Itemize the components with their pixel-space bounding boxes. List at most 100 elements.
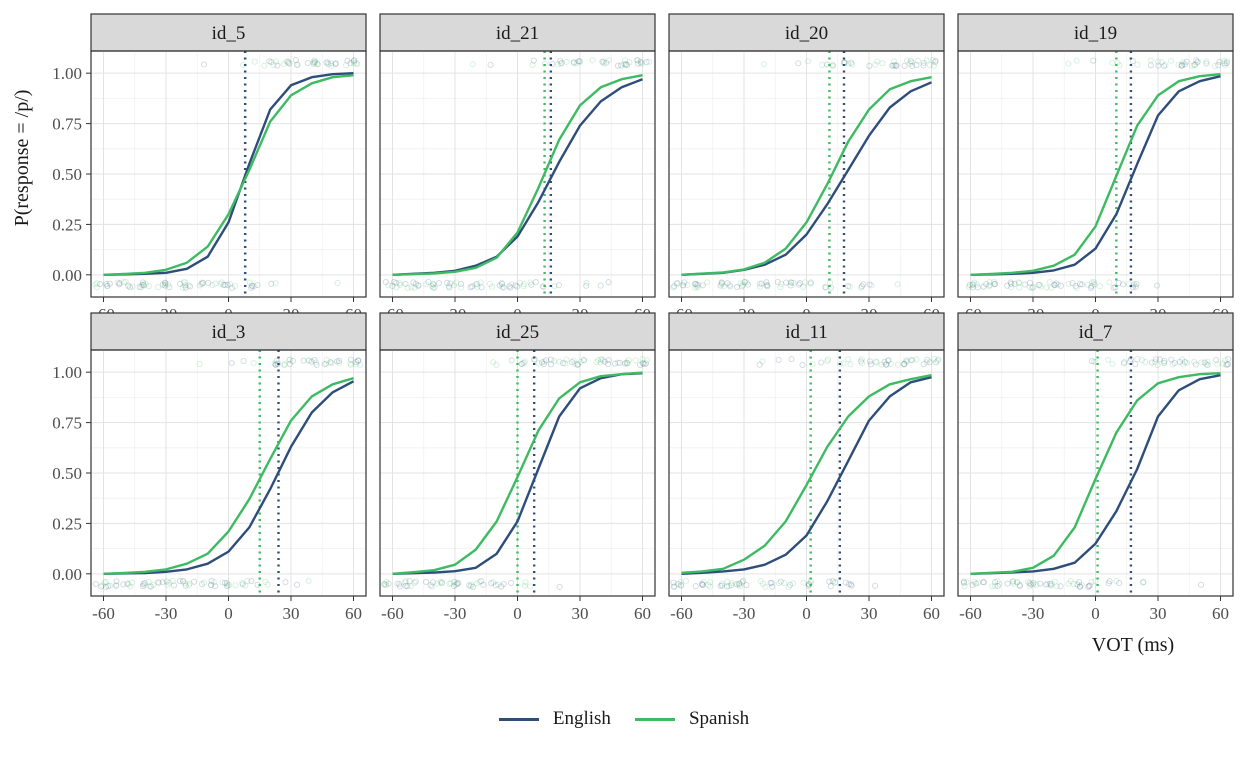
response-point: [824, 358, 831, 365]
response-point: [736, 583, 744, 590]
response-point: [618, 62, 625, 69]
response-point: [887, 360, 894, 367]
response-point: [325, 61, 332, 68]
response-point: [903, 358, 910, 365]
response-point: [435, 280, 443, 287]
response-point: [357, 361, 364, 368]
response-point: [724, 578, 731, 585]
response-point: [201, 61, 208, 68]
response-point: [1067, 577, 1074, 585]
y-tick-label: 1.00: [52, 363, 82, 382]
response-point: [394, 580, 401, 587]
response-point: [467, 284, 474, 291]
response-point: [909, 62, 916, 70]
response-point: [451, 578, 458, 586]
y-tick-label: 0.00: [52, 565, 82, 584]
response-point: [311, 356, 318, 364]
response-point: [1221, 60, 1228, 67]
response-point: [428, 282, 435, 289]
response-point: [1154, 361, 1161, 369]
response-point: [826, 578, 833, 585]
response-point: [603, 59, 610, 66]
response-point: [1105, 580, 1112, 587]
response-point: [354, 61, 361, 68]
response-point: [908, 59, 915, 66]
response-point: [1085, 583, 1092, 590]
response-point: [232, 582, 239, 589]
response-point: [242, 582, 249, 589]
response-point: [699, 581, 706, 588]
response-point: [781, 580, 788, 587]
response-point: [769, 583, 776, 590]
response-point: [445, 282, 452, 289]
response-point: [903, 57, 911, 64]
response-point: [762, 583, 769, 590]
response-point: [390, 278, 397, 286]
response-point: [305, 357, 312, 364]
response-point: [1026, 582, 1033, 589]
response-point: [994, 582, 1001, 590]
response-point: [268, 280, 275, 287]
response-point: [138, 284, 145, 291]
response-point: [1037, 580, 1044, 587]
response-point: [1084, 281, 1091, 288]
x-tick-label: -60: [92, 604, 115, 623]
response-point: [1033, 581, 1040, 588]
response-point: [454, 579, 461, 586]
response-point: [597, 359, 604, 366]
response-point: [527, 583, 534, 590]
response-point: [1225, 356, 1232, 363]
response-point: [744, 281, 752, 288]
response-point: [187, 283, 194, 290]
response-point: [415, 282, 422, 289]
response-point: [107, 582, 114, 589]
response-point: [670, 284, 677, 291]
response-point: [559, 359, 566, 367]
response-point: [179, 284, 187, 291]
response-point: [327, 359, 334, 366]
response-point: [493, 362, 500, 369]
response-point: [490, 359, 497, 366]
facet-strip-label: id_7: [1079, 322, 1113, 343]
response-point: [1074, 581, 1081, 588]
response-point: [114, 279, 121, 286]
x-tick-label: -30: [733, 604, 756, 623]
response-point: [404, 583, 411, 590]
response-point: [1216, 58, 1223, 65]
response-point: [512, 282, 519, 289]
response-point: [848, 582, 855, 589]
response-point: [113, 581, 120, 589]
response-point: [292, 57, 299, 64]
response-point: [881, 358, 888, 365]
response-point: [761, 61, 768, 68]
response-point: [934, 357, 941, 364]
response-point: [638, 60, 645, 67]
response-point: [614, 62, 621, 69]
response-point: [789, 580, 796, 587]
response-point: [980, 283, 987, 290]
response-point: [286, 360, 293, 368]
response-point: [1043, 284, 1050, 291]
response-point: [286, 356, 293, 363]
response-point: [98, 583, 105, 590]
series-line-spanish: [681, 76, 932, 276]
response-point: [639, 356, 646, 363]
response-point: [434, 580, 441, 587]
response-point: [760, 580, 767, 587]
response-point: [605, 357, 612, 364]
response-point: [1181, 61, 1188, 68]
response-point: [248, 284, 255, 291]
response-point: [1085, 582, 1093, 590]
response-point: [182, 582, 189, 589]
response-point: [637, 60, 644, 67]
response-point: [240, 358, 247, 365]
response-point: [508, 579, 515, 587]
response-point: [161, 282, 168, 289]
response-point: [1224, 361, 1231, 368]
response-point: [221, 579, 229, 586]
response-point: [991, 281, 998, 288]
response-point: [1222, 357, 1229, 364]
response-point: [1160, 62, 1168, 69]
response-point: [720, 283, 728, 290]
response-point: [155, 284, 162, 291]
